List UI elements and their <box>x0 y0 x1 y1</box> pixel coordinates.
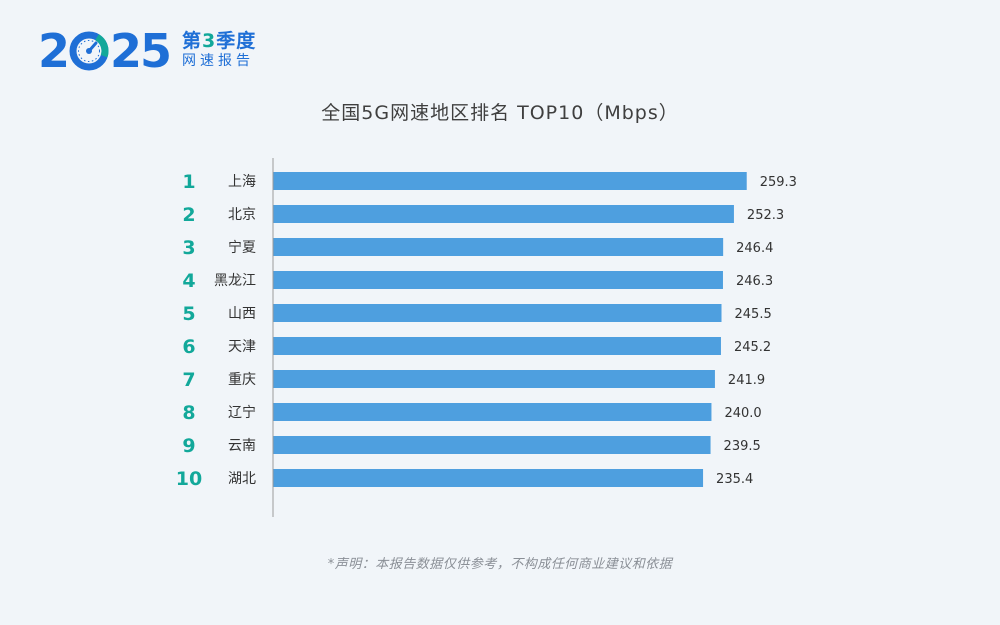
bar <box>273 271 723 289</box>
logo-year-digit: 2 <box>38 24 70 78</box>
bar <box>273 205 734 223</box>
logo-subtitle: 网速报告 <box>182 53 255 70</box>
rank-number: 8 <box>182 402 195 424</box>
value-label: 241.9 <box>728 373 765 388</box>
bar <box>273 370 715 388</box>
value-label: 235.4 <box>716 472 753 487</box>
bar <box>273 436 711 454</box>
value-label: 252.3 <box>747 208 784 223</box>
category-label: 黑龙江 <box>214 273 256 289</box>
category-label: 重庆 <box>228 372 256 388</box>
logo-quarter: 第3季度 <box>182 31 256 52</box>
rank-number: 5 <box>182 303 195 325</box>
logo-year: 2 25 <box>38 24 172 78</box>
category-label: 山西 <box>228 306 256 322</box>
bar <box>273 304 722 322</box>
disclaimer: *声明：本报告数据仅供参考，不构成任何商业建议和依据 <box>327 557 673 572</box>
value-label: 240.0 <box>724 406 761 421</box>
category-label: 湖北 <box>228 471 256 487</box>
bar <box>273 403 712 421</box>
logo-text: 第3季度 网速报告 <box>182 31 256 70</box>
report-logo: 2 25 第3季度 网速报告 <box>38 26 256 76</box>
value-label: 245.2 <box>734 340 771 355</box>
rank-number: 2 <box>182 204 195 226</box>
rank-number: 4 <box>182 270 195 292</box>
speedometer-icon <box>69 31 109 71</box>
rank-number: 7 <box>182 369 195 391</box>
bar <box>273 172 747 190</box>
rank-number: 1 <box>182 171 195 193</box>
logo-quarter-prefix: 第 <box>182 30 203 53</box>
category-label: 上海 <box>228 174 256 190</box>
value-label: 246.4 <box>736 241 773 256</box>
category-label: 宁夏 <box>228 239 256 256</box>
value-label: 259.3 <box>760 175 797 190</box>
bar <box>273 238 724 256</box>
value-label: 246.3 <box>736 274 773 289</box>
category-label: 北京 <box>228 207 256 223</box>
logo-year-digits: 25 <box>110 24 172 78</box>
chart-title: 全国5G网速地区排名 TOP10（Mbps） <box>321 102 679 124</box>
rank-number: 3 <box>182 237 195 259</box>
bar <box>273 337 721 355</box>
category-label: 辽宁 <box>228 404 256 421</box>
logo-quarter-number: 3 <box>202 30 217 53</box>
value-label: 245.5 <box>735 307 772 322</box>
logo-quarter-suffix: 季度 <box>216 30 257 53</box>
category-label: 云南 <box>228 438 256 454</box>
value-label: 239.5 <box>724 439 761 454</box>
rank-number: 10 <box>176 468 202 490</box>
rank-number: 6 <box>182 336 195 358</box>
category-label: 天津 <box>228 339 256 355</box>
rank-number: 9 <box>182 435 195 457</box>
bar <box>273 469 704 487</box>
